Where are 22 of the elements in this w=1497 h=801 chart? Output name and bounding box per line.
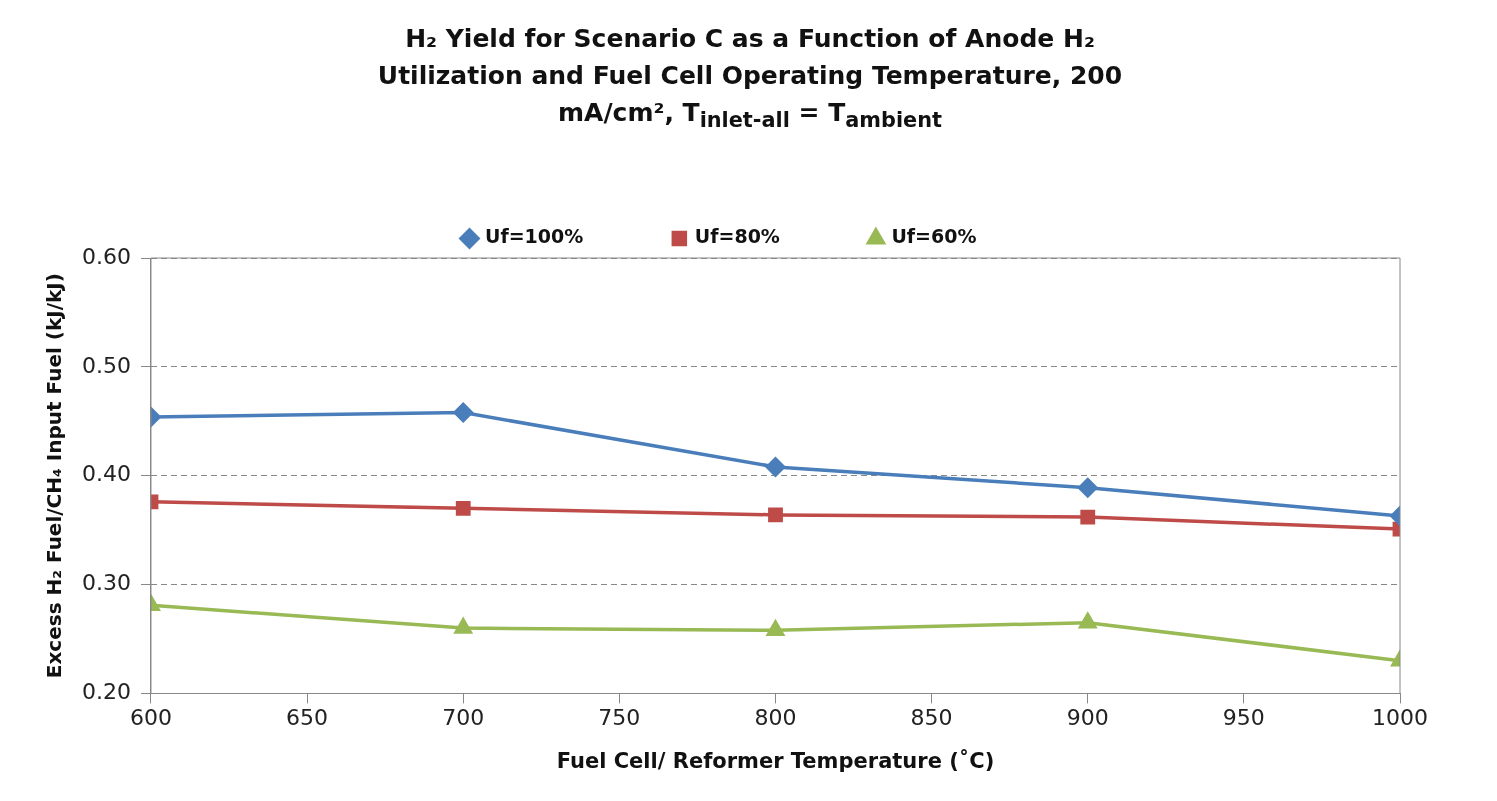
legend-label: Uf=60% [891, 225, 977, 248]
y-tick-label: 0.20 [82, 679, 131, 705]
x-tick-label: 1000 [1372, 705, 1428, 731]
y-axis-title: Excess H₂ Fuel/CH₄ Input Fuel (kJ/kJ) [42, 273, 67, 679]
y-tick-label: 0.30 [82, 570, 131, 596]
legend-label: Uf=100% [485, 225, 584, 248]
x-tick-label: 850 [910, 705, 953, 731]
x-tick-label: 650 [286, 705, 329, 731]
y-tick-label: 0.50 [82, 352, 131, 378]
point [768, 507, 783, 523]
point [765, 457, 786, 477]
x-tick-label: 750 [598, 705, 641, 731]
y-tick-label: 0.60 [82, 243, 131, 269]
x-tick-label: 600 [129, 705, 172, 731]
x-tick-label: 950 [1222, 705, 1265, 731]
x-axis-title: Fuel Cell/ Reformer Temperature (˚C) [556, 748, 995, 773]
legend-label: Uf=80% [694, 225, 780, 248]
x-tick-label: 700 [442, 705, 485, 731]
x-tick-label: 800 [754, 705, 797, 731]
y-tick-label: 0.40 [82, 461, 131, 487]
chart-title: H₂ Yield for Scenario C as a Function of Anode H₂ Utilization and Fuel Cell Operating Temperature, 200 mA/cm², T$_{inlet-all}$ = T$_{ambient}$ [376, 23, 1124, 134]
x-tick-label: 900 [1066, 705, 1109, 731]
